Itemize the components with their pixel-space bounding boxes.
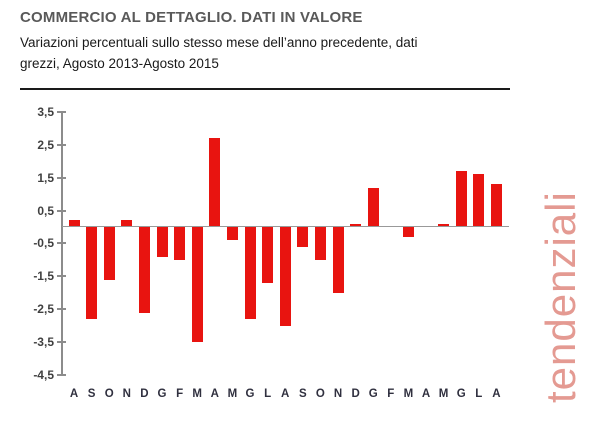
x-axis-label-18: G xyxy=(368,388,378,400)
x-axis-label-3: O xyxy=(104,388,114,400)
x-axis-label-1: A xyxy=(69,388,79,400)
bar-G-18 xyxy=(367,187,379,227)
y-tick-label: 3,5 xyxy=(37,104,54,119)
y-axis-tick xyxy=(57,308,66,311)
y-axis-tick xyxy=(57,176,66,179)
x-axis-label-17: D xyxy=(351,388,360,400)
x-axis-label-7: F xyxy=(176,388,184,400)
bar-S-2 xyxy=(86,227,98,320)
bar-A-13 xyxy=(279,227,291,326)
y-tick-label: -4,5 xyxy=(33,368,54,383)
bar-G-23 xyxy=(455,171,467,227)
bar-M-10 xyxy=(226,227,238,241)
y-axis-tick xyxy=(57,110,66,113)
chart-subtitle: Variazioni percentuali sullo stesso mese… xyxy=(20,32,520,74)
x-axis-label-23: G xyxy=(456,388,466,400)
title-divider xyxy=(20,88,510,90)
bar-A-1 xyxy=(68,220,80,227)
y-axis-tick xyxy=(57,374,66,377)
y-tick-label: -1,5 xyxy=(33,269,54,284)
x-axis-label-15: O xyxy=(315,388,325,400)
y-tick-label: 1,5 xyxy=(37,170,54,185)
x-axis-label-9: A xyxy=(210,388,219,400)
x-axis-label-4: N xyxy=(122,388,131,400)
bar-D-5 xyxy=(138,227,150,313)
x-axis-label-11: G xyxy=(245,388,255,400)
bar-S-14 xyxy=(297,227,309,247)
x-axis-label-8: M xyxy=(192,388,202,400)
x-axis-label-10: M xyxy=(227,388,238,400)
x-axis-label-6: G xyxy=(157,388,167,400)
chart-subtitle-line1: Variazioni percentuali sullo stesso mese… xyxy=(20,35,418,50)
bar-A-9 xyxy=(209,138,221,227)
bar-N-4 xyxy=(121,220,133,227)
x-axis-label-12: L xyxy=(264,388,272,400)
y-axis-tick xyxy=(57,275,66,278)
bar-L-24 xyxy=(473,174,485,227)
y-tick-label: 0,5 xyxy=(37,203,54,218)
x-axis-label-22: M xyxy=(438,388,449,400)
y-tick-label: -2,5 xyxy=(33,302,54,317)
bar-O-3 xyxy=(103,227,115,280)
y-axis-tick xyxy=(57,209,66,212)
x-axis-label-2: S xyxy=(87,388,96,400)
bar-M-20 xyxy=(402,227,414,237)
y-axis-tick xyxy=(57,242,66,245)
x-axis-label-13: A xyxy=(281,388,290,400)
x-axis-label-21: A xyxy=(421,388,431,400)
bar-O-15 xyxy=(314,227,326,260)
bar-D-17 xyxy=(350,223,362,227)
bar-F-7 xyxy=(174,227,186,260)
zero-baseline xyxy=(62,225,509,227)
y-tick-label: 2,5 xyxy=(37,137,54,152)
x-axis-label-25: A xyxy=(492,388,501,400)
bar-N-16 xyxy=(332,227,344,293)
x-axis-label-19: F xyxy=(387,388,395,400)
watermark-tendenziali: tendenziali xyxy=(537,191,584,403)
x-axis-label-24: L xyxy=(475,388,483,400)
x-axis-label-20: M xyxy=(403,388,414,400)
y-axis-tick xyxy=(57,341,66,344)
bar-G-11 xyxy=(244,227,256,320)
bar-M-22 xyxy=(438,223,450,227)
y-tick-label: -0,5 xyxy=(33,236,54,251)
bar-L-12 xyxy=(262,227,274,283)
x-axis-label-16: N xyxy=(333,388,343,400)
bar-A-25 xyxy=(490,184,502,227)
chart-title: COMMERCIO AL DETTAGLIO. DATI IN VALORE xyxy=(20,9,363,26)
x-axis-label-14: S xyxy=(298,388,307,400)
y-tick-label: -3,5 xyxy=(33,335,54,350)
bar-M-8 xyxy=(191,227,203,343)
chart-subtitle-line2: grezzi, Agosto 2013-Agosto 2015 xyxy=(20,56,219,71)
x-axis-label-5: D xyxy=(140,388,149,400)
y-axis-tick xyxy=(57,143,66,146)
bar-G-6 xyxy=(156,227,168,257)
